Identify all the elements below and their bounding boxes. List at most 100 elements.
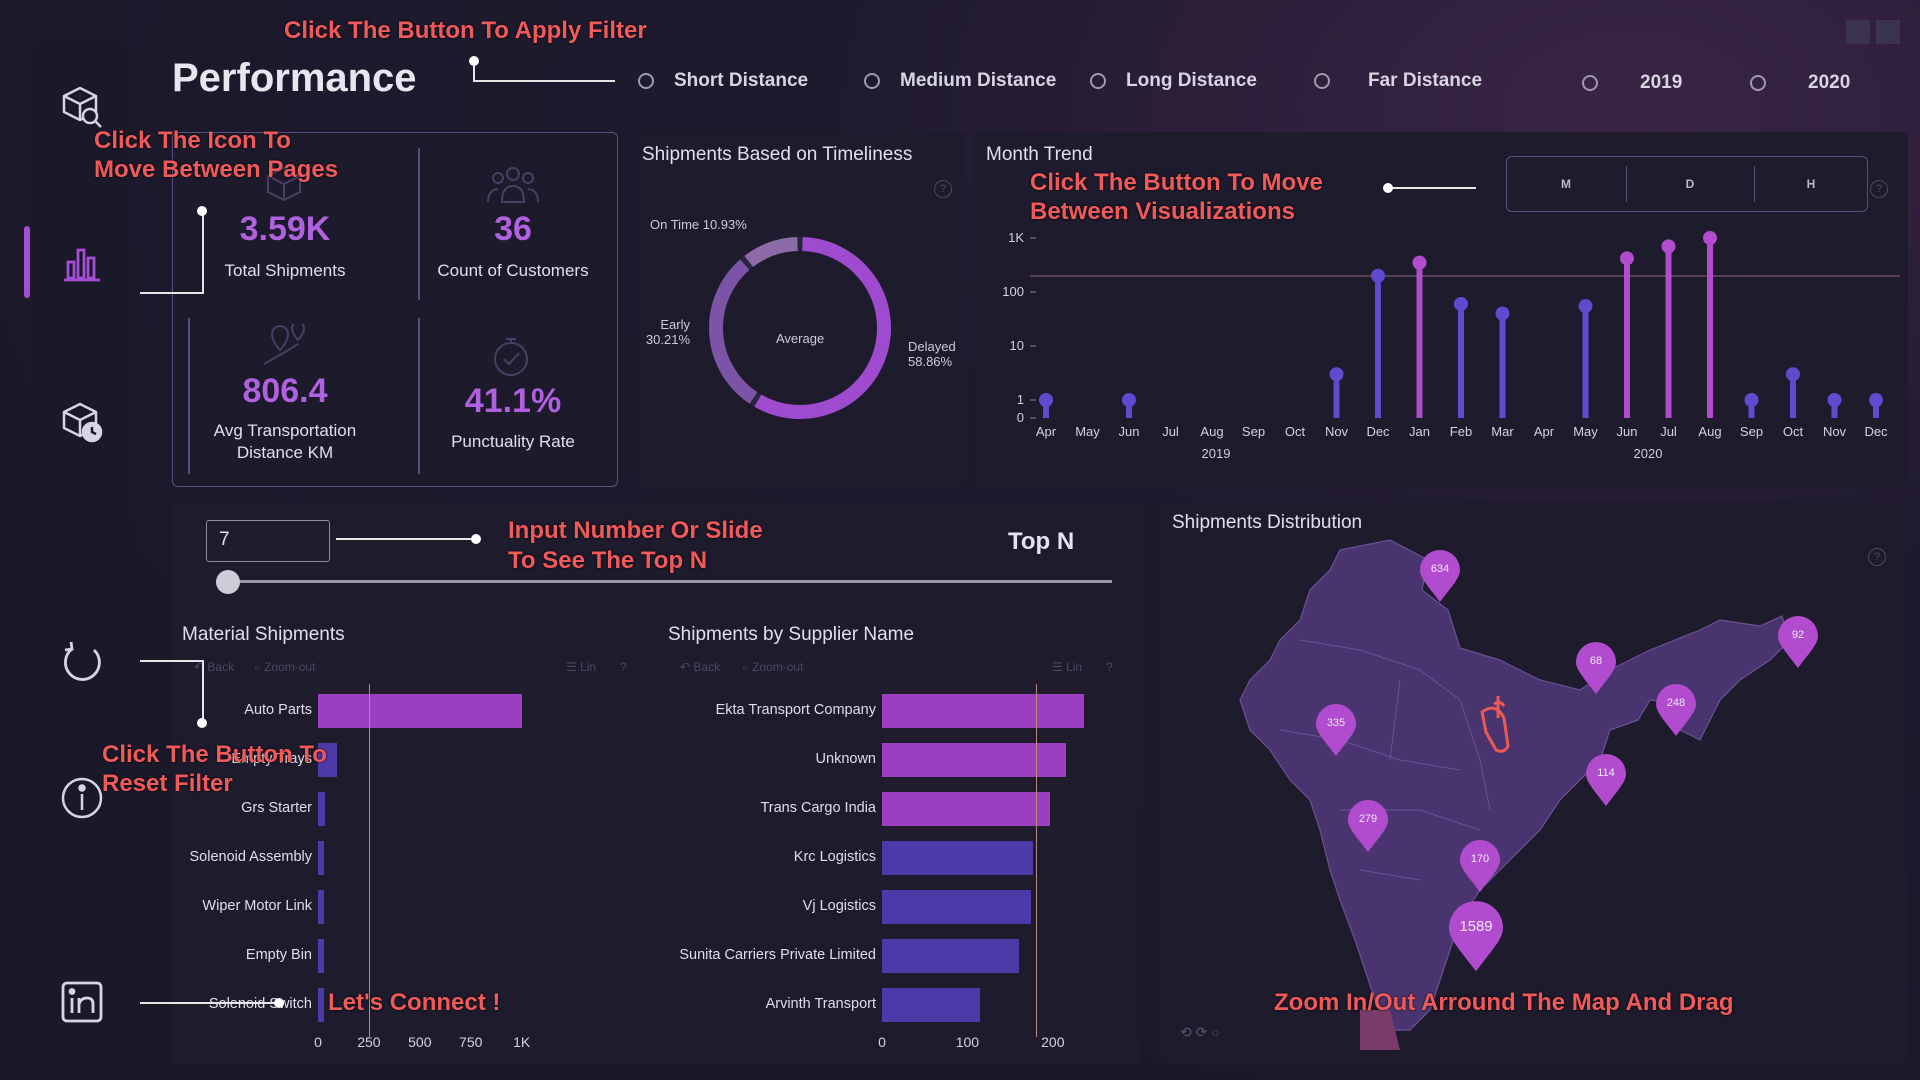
help-icon[interactable]: ? (1106, 660, 1113, 674)
donut-segment-on-time[interactable] (744, 237, 798, 268)
bar[interactable] (882, 890, 1031, 924)
help-icon[interactable]: ? (934, 180, 952, 198)
map-pin[interactable]: 248 (1654, 684, 1698, 738)
trend-point[interactable] (1371, 268, 1385, 283)
trend-point[interactable] (1661, 239, 1676, 254)
bar[interactable] (318, 792, 326, 826)
y-tick-label: 100 (1002, 284, 1024, 299)
window-square-icon[interactable] (1846, 20, 1870, 44)
linkedin-icon[interactable] (56, 976, 108, 1028)
map-pin-label: 279 (1358, 813, 1378, 825)
trend-point[interactable] (1620, 251, 1634, 266)
topn-slider-handle[interactable] (216, 570, 240, 594)
timeliness-title: Shipments Based on Timeliness (642, 144, 913, 165)
toggle-button-m[interactable]: M (1561, 177, 1571, 191)
bar[interactable] (318, 694, 522, 728)
x-tick-label: Jan (1409, 424, 1430, 439)
bar[interactable] (882, 743, 1066, 777)
punctuality-icon (494, 338, 528, 376)
map-pin[interactable]: 170 (1458, 840, 1502, 894)
nav-timeliness-icon[interactable] (56, 396, 108, 448)
trend-point[interactable] (1744, 393, 1759, 407)
toggle-button-h[interactable]: H (1806, 177, 1816, 191)
radio-circle[interactable] (864, 73, 880, 89)
kpi-customers-value: 36 (494, 210, 532, 248)
toggle-button-d[interactable]: D (1685, 177, 1695, 191)
trend-point[interactable] (1039, 393, 1053, 407)
bar[interactable] (882, 792, 1051, 826)
bars-panel (172, 502, 1142, 1064)
bar[interactable] (882, 841, 1034, 875)
map-zoom-controls[interactable]: ⟲ ⟳ ○ (1180, 1024, 1220, 1040)
supplier-zoom-button[interactable]: ⌕ Zoom-out (742, 660, 804, 674)
map-pin[interactable]: 114 (1584, 754, 1628, 808)
x-tick-label: Jul (1660, 424, 1677, 439)
trend-point[interactable] (1869, 393, 1883, 407)
material-back-button[interactable]: ↶ Back (194, 660, 235, 674)
supplier-lin-button[interactable]: ☰ Lin (1052, 660, 1083, 674)
trend-point[interactable] (1329, 367, 1344, 382)
trend-point[interactable] (1454, 296, 1468, 311)
map-pin[interactable]: 92 (1776, 616, 1820, 670)
reference-line (1035, 684, 1037, 1037)
kpi-avg-distance-value: 806.4 (242, 372, 328, 410)
supplier-back-button[interactable]: ↶ Back (680, 660, 721, 674)
bar[interactable] (882, 694, 1085, 728)
map-pin[interactable]: 68 (1574, 642, 1618, 696)
bar[interactable] (882, 988, 981, 1022)
x-tick-label: Nov (1822, 424, 1847, 439)
map-pin[interactable]: 335 (1314, 704, 1358, 758)
filter-short-distance[interactable]: Short Distance (638, 70, 808, 92)
trend-point[interactable] (1827, 393, 1842, 407)
trend-point[interactable] (1412, 255, 1427, 270)
material-lin-button[interactable]: ☰ Lin (566, 660, 597, 674)
help-icon[interactable]: ? (620, 660, 627, 674)
nav-performance-icon[interactable] (56, 236, 108, 288)
help-icon[interactable]: ? (1868, 548, 1886, 566)
radio-circle[interactable] (1314, 73, 1330, 89)
bar-category-label: Wiper Motor Link (202, 898, 312, 914)
trend-point[interactable] (1703, 231, 1717, 245)
reset-filter-icon[interactable] (56, 636, 108, 688)
bar[interactable] (318, 890, 324, 924)
radio-label: Short Distance (674, 70, 809, 91)
bar[interactable] (318, 988, 324, 1022)
filter-year-2019[interactable]: 2019 (1582, 72, 1682, 94)
map-pin-label: 634 (1430, 563, 1450, 575)
help-icon[interactable]: ? (1870, 180, 1888, 198)
map-pin[interactable]: 634 (1418, 550, 1462, 604)
trend-point[interactable] (1578, 299, 1593, 314)
bar-category-label: Ekta Transport Company (715, 702, 876, 718)
topn-slider-track[interactable] (228, 580, 1112, 583)
radio-circle[interactable] (638, 73, 654, 89)
material-zoom-button[interactable]: ⌕ Zoom-out (254, 660, 316, 674)
filter-long-distance[interactable]: Long Distance (1090, 70, 1257, 92)
x-tick-label: 0 (314, 1034, 322, 1050)
radio-circle[interactable] (1750, 75, 1766, 91)
trend-point[interactable] (1122, 393, 1136, 407)
bar-category-label: Solenoid Switch (208, 996, 312, 1012)
trend-point[interactable] (1786, 367, 1800, 382)
topn-input[interactable]: 7 (206, 520, 330, 562)
window-square-icon[interactable] (1876, 20, 1900, 44)
bar[interactable] (318, 939, 324, 973)
filter-far-distance[interactable]: Far Distance (1314, 70, 1482, 92)
bar[interactable] (318, 841, 324, 875)
bar[interactable] (882, 939, 1019, 973)
trend-point[interactable] (1495, 306, 1510, 321)
x-tick-label: Oct (1782, 424, 1804, 439)
filter-medium-distance[interactable]: Medium Distance (864, 70, 1056, 92)
annotation-map: Zoom In/Out Arround The Map And Drag (1274, 989, 1734, 1016)
india-map[interactable] (1160, 530, 1908, 1060)
bar[interactable] (318, 743, 338, 777)
map-region-shape[interactable] (1239, 539, 1791, 1031)
filter-year-2020[interactable]: 2020 (1750, 72, 1850, 94)
donut-segment-early[interactable] (709, 259, 758, 404)
radio-circle[interactable] (1090, 73, 1106, 89)
info-icon[interactable] (56, 772, 108, 824)
nav-overview-icon[interactable] (56, 80, 108, 132)
radio-circle[interactable] (1582, 75, 1598, 91)
map-pin[interactable]: 1589 (1446, 901, 1505, 974)
donut-segment-delayed[interactable] (754, 237, 891, 419)
map-pin[interactable]: 279 (1346, 800, 1390, 854)
